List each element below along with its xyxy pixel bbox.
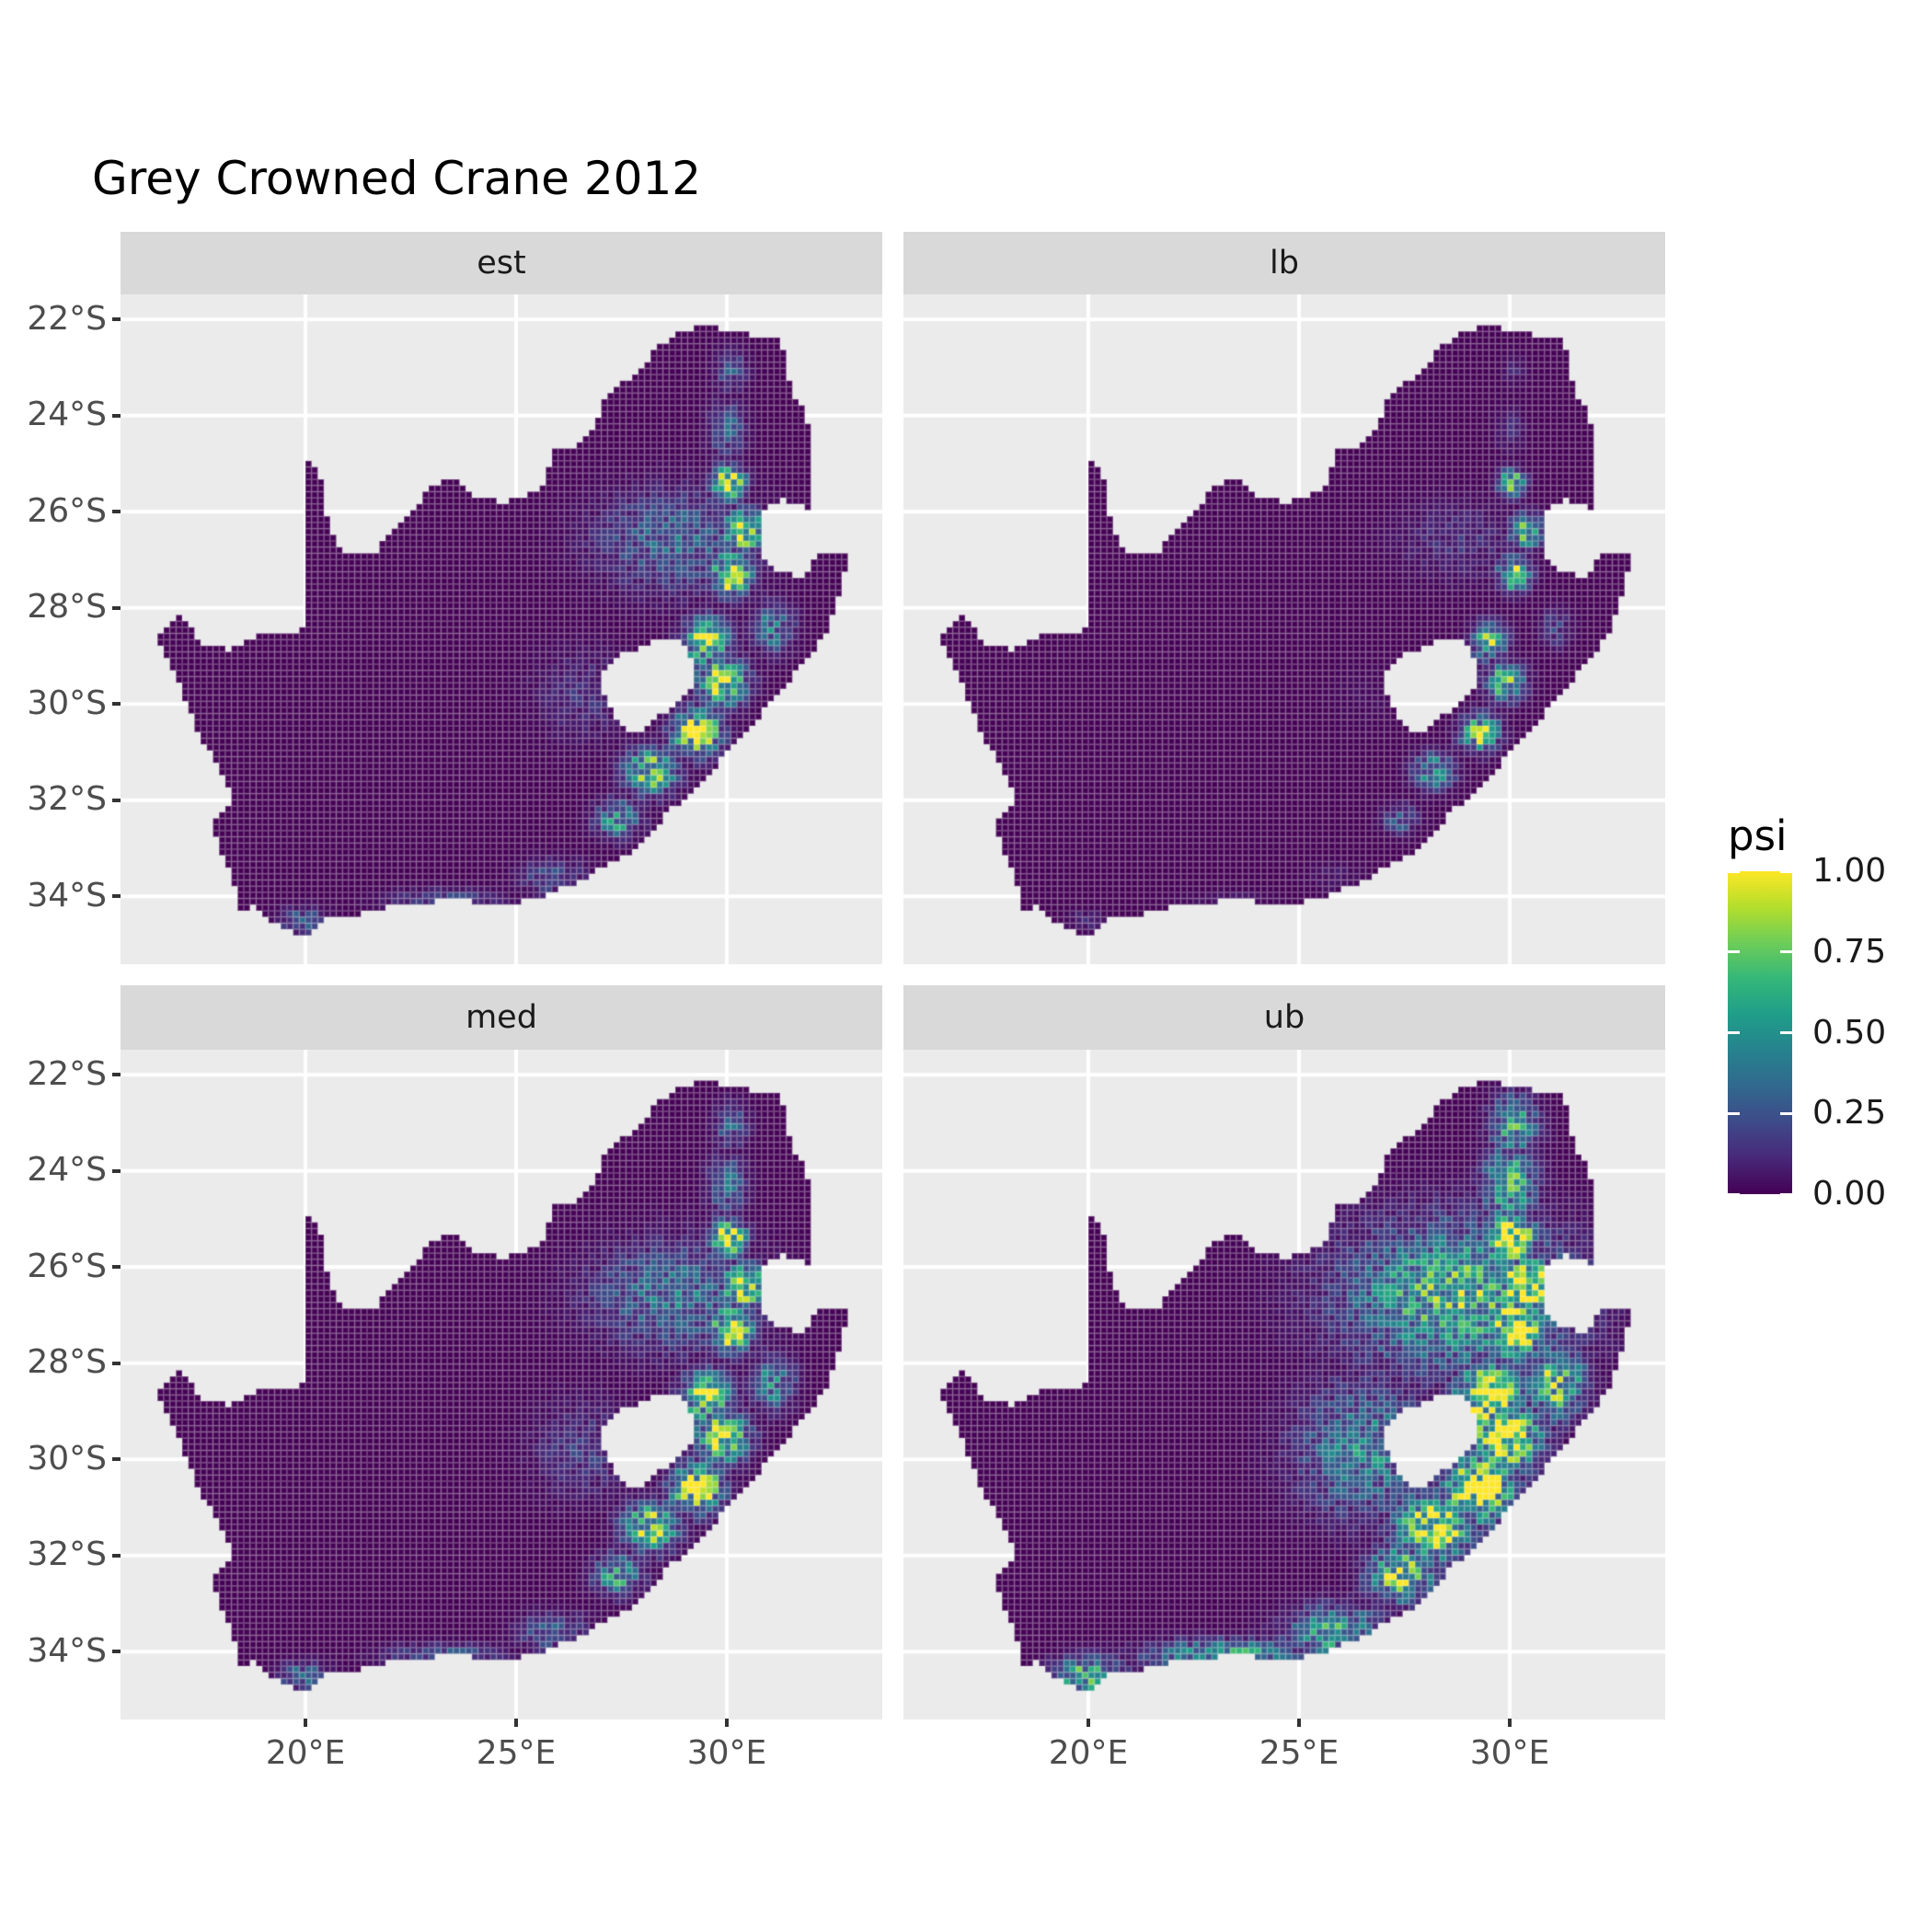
legend-tick-label: 0.00 bbox=[1812, 1175, 1887, 1213]
facet-strip-label: lb bbox=[1270, 245, 1299, 282]
colorbar-tick bbox=[1728, 869, 1740, 873]
y-axis-label: 24°S bbox=[27, 1151, 107, 1189]
legend-title: psi bbox=[1728, 811, 1788, 860]
legend-tick-label: 0.25 bbox=[1812, 1094, 1887, 1132]
legend-tick-label: 1.00 bbox=[1812, 852, 1887, 890]
y-axis-tick bbox=[112, 413, 121, 418]
y-axis-label: 22°S bbox=[27, 300, 107, 338]
y-axis-label: 24°S bbox=[27, 396, 107, 433]
x-axis-tick bbox=[1508, 1719, 1512, 1727]
legend-tick-label: 0.75 bbox=[1812, 933, 1887, 971]
y-axis-tick bbox=[112, 702, 121, 707]
y-axis-label: 28°S bbox=[27, 588, 107, 626]
y-axis-label: 34°S bbox=[27, 1632, 107, 1670]
x-axis-label: 30°E bbox=[1469, 1734, 1550, 1772]
y-axis-label: 32°S bbox=[27, 1535, 107, 1573]
y-axis-tick bbox=[112, 1457, 121, 1462]
x-axis-tick bbox=[725, 1719, 729, 1727]
map-panel-est bbox=[121, 294, 882, 964]
x-axis-label: 25°E bbox=[476, 1734, 557, 1772]
y-axis-label: 30°S bbox=[27, 684, 107, 722]
facet-strip-est: est bbox=[121, 232, 882, 294]
x-axis-label: 20°E bbox=[265, 1734, 346, 1772]
y-axis-label: 26°S bbox=[27, 1248, 107, 1285]
colorbar-tick bbox=[1728, 1192, 1740, 1196]
x-axis-label: 20°E bbox=[1048, 1734, 1129, 1772]
facet-strip-label: est bbox=[477, 245, 526, 282]
y-axis-label: 32°S bbox=[27, 780, 107, 818]
x-axis-tick bbox=[304, 1719, 308, 1727]
y-axis-label: 34°S bbox=[27, 877, 107, 914]
x-axis-tick bbox=[1087, 1719, 1091, 1727]
x-axis-label: 25°E bbox=[1259, 1734, 1340, 1772]
colorbar-tick bbox=[1780, 1111, 1792, 1115]
y-axis-tick bbox=[112, 317, 121, 322]
map-panel-ub bbox=[903, 1050, 1665, 1719]
y-axis-tick bbox=[112, 1073, 121, 1077]
colorbar-tick bbox=[1780, 1031, 1792, 1034]
x-axis-label: 30°E bbox=[686, 1734, 767, 1772]
y-axis-tick bbox=[112, 1265, 121, 1270]
y-axis-tick bbox=[112, 1650, 121, 1654]
colorbar-tick bbox=[1728, 950, 1740, 954]
colorbar-tick bbox=[1780, 869, 1792, 873]
facet-strip-ub: ub bbox=[903, 985, 1665, 1050]
facet-strip-lb: lb bbox=[903, 232, 1665, 294]
y-axis-tick bbox=[112, 510, 121, 514]
y-axis-label: 30°S bbox=[27, 1440, 107, 1478]
y-axis-tick bbox=[112, 1361, 121, 1365]
map-panel-med bbox=[121, 1050, 882, 1719]
y-axis-tick bbox=[112, 1168, 121, 1173]
y-axis-tick bbox=[112, 894, 121, 899]
colorbar-tick bbox=[1780, 950, 1792, 954]
y-axis-tick bbox=[112, 1553, 121, 1558]
y-axis-tick bbox=[112, 605, 121, 610]
plot-title: Grey Crowned Crane 2012 bbox=[92, 152, 702, 205]
legend-tick-label: 0.50 bbox=[1812, 1014, 1887, 1052]
facet-strip-label: med bbox=[466, 999, 537, 1036]
map-panel-lb bbox=[903, 294, 1665, 964]
y-axis-label: 26°S bbox=[27, 492, 107, 530]
x-axis-tick bbox=[1297, 1719, 1302, 1727]
facet-strip-label: ub bbox=[1263, 999, 1305, 1036]
y-axis-label: 22°S bbox=[27, 1055, 107, 1093]
colorbar-tick bbox=[1728, 1031, 1740, 1034]
colorbar-tick bbox=[1780, 1192, 1792, 1196]
facet-strip-med: med bbox=[121, 985, 882, 1050]
x-axis-tick bbox=[514, 1719, 519, 1727]
y-axis-tick bbox=[112, 798, 121, 802]
colorbar-tick bbox=[1728, 1111, 1740, 1115]
y-axis-label: 28°S bbox=[27, 1343, 107, 1381]
